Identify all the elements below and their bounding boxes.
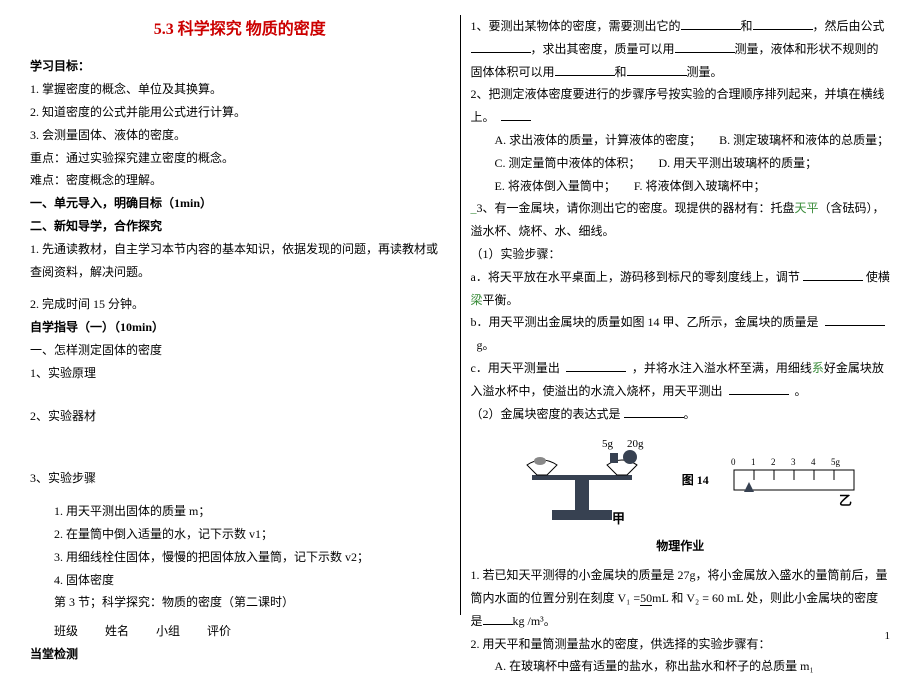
blank[interactable] [729,380,789,395]
weight-20g-label: 20g [627,438,644,450]
step-2: 2. 在量筒中倒入适量的水，记下示数 v1； [30,523,450,546]
learning-goals-heading: 学习目标： [30,55,450,78]
q3b-text: b．用天平测出金属块的质量如图 14 甲、乙所示，金属块的质量是 [471,315,819,329]
svg-text:5g: 5g [831,457,841,467]
self-study-1: 一、怎样测定固体的密度 [30,339,450,362]
q3-1: （1）实验步骤： [471,243,891,266]
blank[interactable] [753,15,813,30]
blank[interactable] [471,38,531,53]
q3-a: a．将天平放在水平桌面上，游码移到标尺的零刻度线上，调节 使横梁平衡。 [471,266,891,312]
form-row: 班级 姓名 小组 评价 [30,620,450,643]
figure-14: 5g 20g 甲 图 14 0 1 2 3 4 5g 乙 [471,435,891,525]
goal-1: 1. 掌握密度的概念、单位及其换算。 [30,78,450,101]
q3a-text2: 使横 [866,270,890,284]
para-1: 1. 先通读教材，自主学习本节内容的基本知识，依据发现的问题，再读教材或查阅资料… [30,238,450,284]
q2-opt-cd: C. 测定量筒中液体的体积； D. 用天平测出玻璃杯的质量； [471,152,891,175]
hw1-value-50: 50 [640,591,652,606]
self-study-4: 3、实验步骤 [30,467,450,490]
q1: 1、要测出某物体的密度，需要测出它的和，然后由公式，求出其密度，质量可以用测量，… [471,15,891,83]
section-1-heading: 一、单元导入，明确目标（1min） [30,192,450,215]
label-class: 班级 [54,624,78,638]
q1-text-f: 和 [615,65,627,79]
goal-3: 3. 会测量固体、液体的密度。 [30,124,450,147]
q3-underline: 天平 [795,201,819,215]
q3a-text: a．将天平放在水平桌面上，游码移到标尺的零刻度线上，调节 [471,270,800,284]
q1-text-c: ，然后由公式 [813,19,885,33]
q2-opt-ef: E. 将液体倒入量筒中； F. 将液体倒入玻璃杯中； [471,175,891,198]
q3-b: b．用天平测出金属块的质量如图 14 甲、乙所示，金属块的质量是 g。 [471,311,891,357]
blank[interactable] [803,266,863,281]
in-class-test: 当堂检测 [30,643,450,666]
page: 5.3 科学探究 物质的密度 学习目标： 1. 掌握密度的概念、单位及其换算。 … [0,0,920,650]
step-4: 4. 固体密度 [30,569,450,592]
q1-text-d: ，求出其密度，质量可以用 [531,42,675,56]
q3: _3、有一金属块，请你测出它的密度。现提供的器材有：托盘天平（含砝码），溢水杯、… [471,197,891,243]
q2-opt-ab: A. 求出液体的质量，计算液体的密度； B. 测定玻璃杯和液体的总质量； [471,129,891,152]
q3a-text3: 平衡。 [483,293,519,307]
para-2: 2. 完成时间 15 分钟。 [30,293,450,316]
blank[interactable] [675,38,735,53]
blank[interactable] [624,403,684,418]
svg-text:2: 2 [771,457,776,467]
q3a-underline: 梁 [471,293,483,307]
q3-2-text-b: 。 [684,407,696,421]
step-1: 1. 用天平测出固体的质量 m； [30,500,450,523]
self-study-3: 2、实验器材 [30,405,450,428]
q3-2-text: （2）金属块密度的表达式是 [471,407,621,421]
blank[interactable] [825,311,885,326]
q3b-text2: g。 [477,338,495,352]
blank[interactable] [483,610,513,625]
svg-text:0: 0 [731,457,736,467]
balance-scale-icon: 5g 20g 甲 [502,435,662,525]
q1-text-g: 测量。 [687,65,723,79]
svg-text:1: 1 [751,457,756,467]
hw1-text-c: kg /m³。 [513,614,556,628]
hw-2: 2. 用天平和量筒测量盐水的密度，供选择的实验步骤有： [471,633,891,656]
hw-1: 1. 若已知天平测得的小金属块的质量是 27g，将小金属放入盛水的量筒前后，量筒… [471,564,891,632]
q3c-underline: 系 [812,361,824,375]
q3c-text: c．用天平测量出 [471,361,560,375]
blank[interactable] [555,61,615,76]
label-name: 姓名 [105,624,129,638]
document-title: 5.3 科学探究 物质的密度 [30,15,450,45]
weight-5g-label: 5g [602,438,614,450]
ruler-icon: 0 1 2 3 4 5g 乙 [729,450,859,510]
q3c-text4: 。 [795,384,807,398]
label-group: 小组 [156,624,180,638]
svg-text:3: 3 [791,457,796,467]
right-column: 1、要测出某物体的密度，需要测出它的和，然后由公式，求出其密度，质量可以用测量，… [461,15,901,615]
q1-text-b: 和 [741,19,753,33]
self-study-2: 1、实验原理 [30,362,450,385]
label-eval: 评价 [207,624,231,638]
q3-2: （2）金属块密度的表达式是 。 [471,403,891,426]
fig-label-tu: 图 14 [682,469,709,492]
q3-c: c．用天平测量出 ，并将水注入溢水杯至满，用细线系好金属块放入溢水杯中，使溢出的… [471,357,891,403]
blank[interactable] [627,61,687,76]
q2-text: 2、把测定液体密度要进行的步骤序号按实验的合理顺序排列起来，并填在横线上。 [471,87,885,124]
q3c-text2: ，并将水注入溢水杯至满，用细线 [632,361,812,375]
lesson-info: 第 3 节；科学探究：物质的密度（第二课时） [30,591,450,614]
svg-text:4: 4 [811,457,816,467]
hw-2a: A. 在玻璃杯中盛有适量的盐水，称出盐水和杯子的总质量 m₁ [471,655,891,678]
goal-2: 2. 知道密度的公式并能用公式进行计算。 [30,101,450,124]
fig-label-jia: 甲 [612,511,625,525]
q2: 2、把测定液体密度要进行的步骤序号按实验的合理顺序排列起来，并填在横线上。 [471,83,891,129]
blank[interactable] [501,106,531,121]
homework-title: 物理作业 [471,535,891,558]
q3-text-a: 3、有一金属块，请你测出它的密度。现提供的器材有：托盘 [477,201,795,215]
section-2-heading: 二、新知导学，合作探究 [30,215,450,238]
self-study-heading: 自学指导（一）（10min） [30,316,450,339]
key-point: 重点：通过实验探究建立密度的概念。 [30,147,450,170]
step-3: 3. 用细线栓住固体，慢慢的把固体放入量筒，记下示数 v2； [30,546,450,569]
left-column: 5.3 科学探究 物质的密度 学习目标： 1. 掌握密度的概念、单位及其换算。 … [20,15,461,615]
blank[interactable] [566,357,626,372]
two-column-layout: 5.3 科学探究 物质的密度 学习目标： 1. 掌握密度的概念、单位及其换算。 … [20,15,900,615]
difficulty: 难点：密度概念的理解。 [30,169,450,192]
page-number: 1 [885,630,891,642]
q1-text-a: 1、要测出某物体的密度，需要测出它的 [471,19,681,33]
fig-label-yi: 乙 [839,493,852,508]
blank[interactable] [681,15,741,30]
